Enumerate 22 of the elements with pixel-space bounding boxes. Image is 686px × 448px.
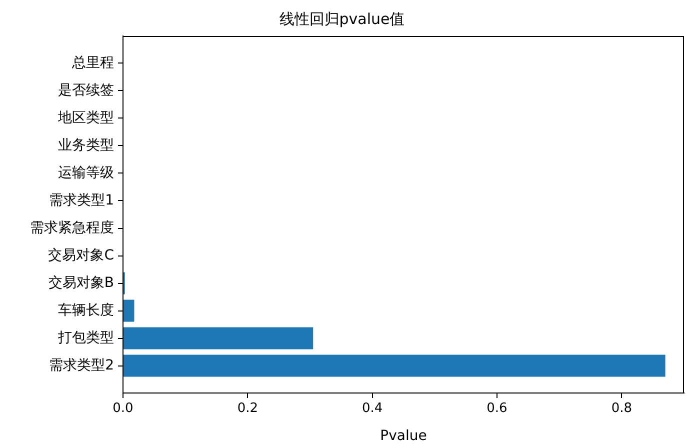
bar	[124, 300, 134, 322]
y-tick-label: 交易对象C	[48, 247, 114, 264]
y-tick-label: 需求紧急程度	[30, 220, 114, 236]
y-tick-label: 是否续签	[58, 82, 114, 98]
y-tick-label: 需求类型1	[49, 192, 114, 208]
y-tick-label: 交易对象B	[48, 274, 114, 291]
chart-title: 线性回归pvalue值	[279, 10, 405, 28]
y-tick-label: 需求类型2	[49, 357, 114, 374]
y-tick-label: 打包类型	[57, 330, 114, 346]
x-tick-label: 0.4	[362, 401, 383, 416]
x-axis-title: Pvalue	[380, 428, 427, 444]
y-tick-label: 车辆长度	[58, 302, 114, 318]
x-tick-label: 0.0	[112, 401, 134, 416]
y-tick-label: 运输等级	[58, 164, 114, 181]
y-tick-label: 地区类型	[57, 110, 114, 126]
bar	[124, 354, 666, 377]
x-tick-label: 0.6	[486, 401, 508, 416]
x-tick-label: 0.2	[237, 401, 258, 416]
bar	[124, 327, 314, 350]
y-tick-label: 业务类型	[58, 137, 114, 154]
x-tick-label: 0.8	[611, 401, 632, 416]
y-tick-label: 总里程	[71, 54, 114, 71]
